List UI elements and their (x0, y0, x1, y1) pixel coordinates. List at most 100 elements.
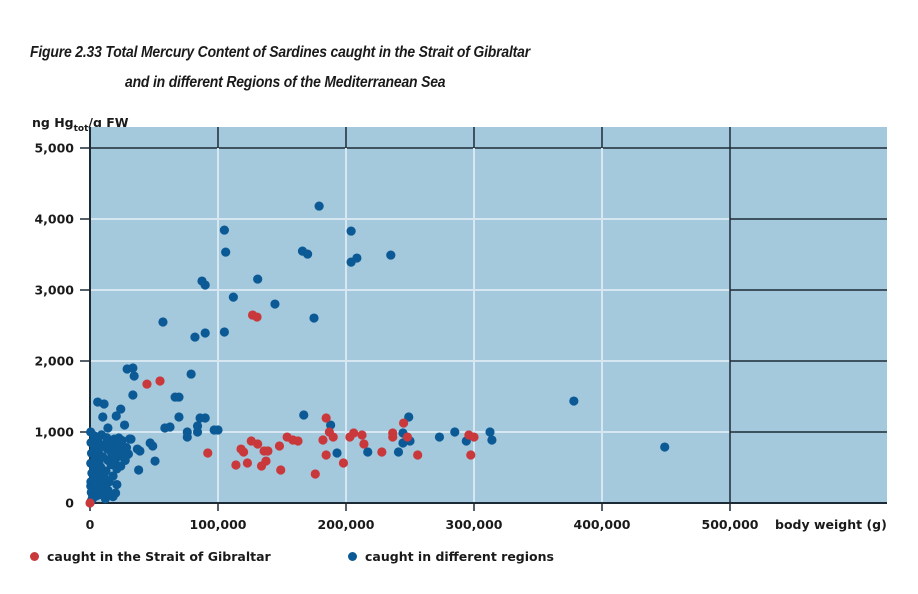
data-point-gibraltar (388, 432, 398, 442)
data-point-regions (103, 423, 113, 433)
data-point-regions (200, 413, 210, 423)
data-point-regions (450, 427, 460, 437)
y-tick-label: 4,000 (34, 212, 74, 227)
legend-regions: caught in different regions (348, 549, 554, 564)
data-point-gibraltar (349, 428, 359, 438)
chart-title-line2: and in different Regions of the Mediterr… (125, 74, 446, 91)
data-point-regions (303, 249, 313, 259)
data-point-gibraltar (357, 430, 367, 440)
data-point-regions (99, 440, 109, 450)
y-tick-label: 0 (65, 496, 74, 511)
data-point-gibraltar (466, 450, 476, 460)
data-point-gibraltar (242, 458, 253, 468)
data-point-regions (116, 404, 126, 414)
plot-background (90, 127, 887, 503)
data-point-regions (99, 399, 109, 409)
data-point-regions (108, 471, 118, 481)
data-point-regions (221, 247, 231, 257)
chart-title-line1: Figure 2.33 Total Mercury Content of Sar… (30, 44, 530, 61)
data-point-regions (332, 448, 342, 458)
data-point-regions (132, 444, 142, 454)
data-point-regions (126, 434, 136, 444)
data-point-gibraltar (359, 439, 369, 449)
x-tick-label: 0 (86, 517, 95, 532)
data-point-regions (182, 432, 192, 442)
x-tick-label: 100,000 (190, 517, 247, 532)
data-point-regions (393, 447, 404, 457)
data-point-regions (94, 451, 104, 461)
data-point-gibraltar (310, 469, 320, 479)
data-point-regions (404, 412, 414, 422)
data-point-regions (117, 435, 127, 446)
data-point-regions (309, 313, 319, 323)
data-point-regions (190, 332, 200, 342)
data-point-gibraltar (274, 441, 285, 451)
data-point-regions (129, 371, 139, 381)
data-point-regions (363, 447, 373, 457)
data-point-regions (219, 225, 229, 235)
data-point-regions (386, 250, 396, 260)
data-point-gibraltar (321, 413, 331, 423)
x-tick-label: 300,000 (446, 517, 503, 532)
data-point-regions (485, 427, 495, 437)
data-point-regions (145, 438, 155, 448)
data-point-gibraltar (321, 450, 331, 460)
data-point-gibraltar (413, 450, 423, 460)
data-point-regions (346, 226, 356, 236)
data-point-gibraltar (261, 456, 271, 466)
data-point-regions (253, 274, 263, 284)
data-point-regions (487, 435, 497, 445)
data-point-regions (314, 201, 324, 211)
data-point-regions (660, 442, 670, 452)
data-point-regions (200, 280, 210, 290)
red-dot-icon (30, 552, 39, 561)
data-point-regions (95, 471, 105, 481)
y-tick-label: 3,000 (34, 283, 74, 298)
data-point-regions (111, 411, 121, 421)
data-point-regions (90, 461, 100, 471)
data-point-regions (174, 392, 184, 402)
data-point-regions (346, 257, 356, 267)
data-point-gibraltar (155, 376, 165, 386)
data-point-regions (228, 292, 238, 302)
data-point-gibraltar (377, 447, 387, 457)
data-point-regions (200, 328, 210, 338)
data-point-regions (98, 412, 108, 422)
data-point-gibraltar (203, 448, 213, 458)
data-point-gibraltar (469, 432, 479, 442)
data-point-regions (111, 488, 121, 498)
data-point-regions (219, 327, 229, 337)
data-point-regions (150, 456, 160, 466)
data-point-gibraltar (142, 379, 152, 389)
y-tick-label: 5,000 (34, 141, 74, 156)
legend-label: caught in different regions (365, 549, 554, 564)
data-point-regions (192, 421, 203, 431)
x-tick-label: 400,000 (574, 517, 631, 532)
x-tick-label: 500,000 (702, 517, 759, 532)
data-point-regions (123, 449, 133, 459)
data-point-gibraltar (318, 435, 328, 445)
data-point-gibraltar (252, 312, 262, 322)
legend-label: caught in the Strait of Gibraltar (47, 549, 271, 564)
data-point-regions (186, 369, 196, 379)
data-point-regions (103, 485, 113, 495)
data-point-gibraltar (231, 460, 241, 470)
data-point-gibraltar (276, 465, 286, 475)
data-point-regions (134, 465, 144, 475)
data-point-regions (326, 420, 336, 430)
data-point-regions (299, 410, 309, 420)
legend-gibraltar: caught in the Strait of Gibraltar (30, 549, 271, 564)
x-tick-label: 200,000 (318, 517, 375, 532)
data-point-regions (434, 432, 445, 442)
data-point-gibraltar (338, 458, 349, 468)
data-point-regions (270, 299, 280, 309)
data-point-regions (165, 422, 175, 432)
y-axis-label: ng Hgtot/g FW (32, 115, 129, 134)
data-point-regions (569, 396, 579, 406)
data-point-gibraltar (328, 432, 338, 442)
data-point-regions (128, 363, 138, 373)
data-point-gibraltar (293, 436, 303, 446)
data-point-gibraltar (399, 418, 409, 428)
data-point-regions (174, 412, 184, 422)
